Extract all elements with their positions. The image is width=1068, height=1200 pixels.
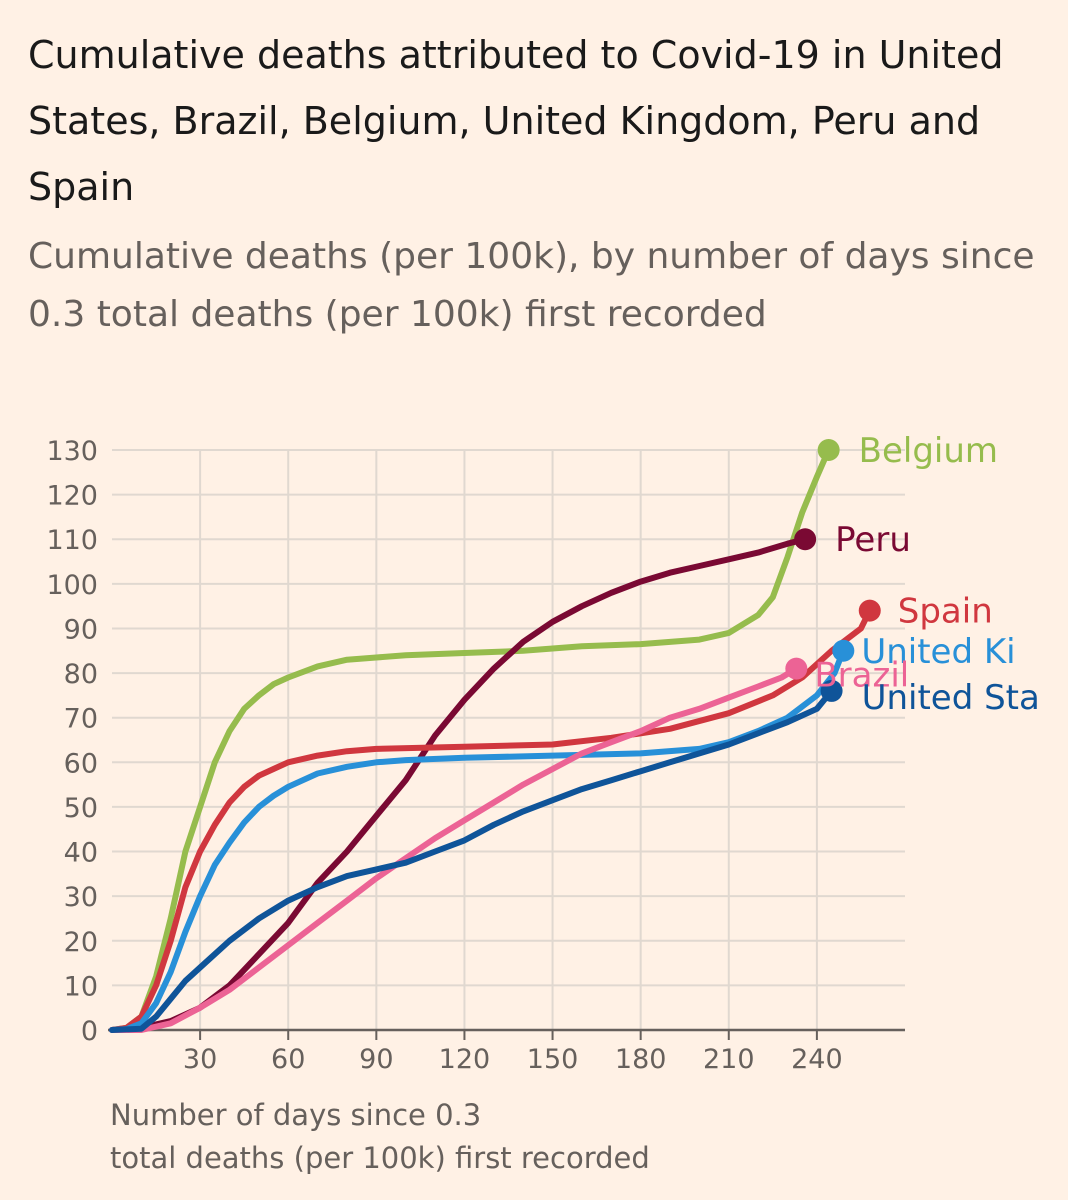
x-axis: 30 60 90 120 150 180 210 240 — [108, 1028, 905, 1075]
series-line-spain — [109, 607, 873, 1033]
series-label-spain: Spain — [898, 592, 993, 632]
y-tick-label: 110 — [46, 525, 98, 556]
series-group — [109, 439, 881, 1033]
series-line-united-kingdom — [109, 647, 847, 1033]
y-tick-label: 10 — [64, 971, 98, 1002]
x-axis-label-line-2: total deaths (per 100k) first recorded — [110, 1141, 650, 1175]
chart-title: Cumulative deaths attributed to Covid-19… — [28, 33, 1004, 209]
y-tick-label: 70 — [64, 704, 98, 735]
series-line-belgium — [109, 447, 832, 1033]
end-dot-belgium — [817, 439, 840, 461]
x-tick-label: 240 — [791, 1044, 843, 1075]
series-line-united-states — [109, 687, 835, 1033]
x-axis-label-line-1: Number of days since 0.3 — [110, 1098, 481, 1132]
x-tick-label: 90 — [359, 1044, 393, 1075]
series-label-united-states: United Sta — [862, 678, 1040, 718]
y-tick-label: 40 — [64, 838, 98, 869]
series-label-peru: Peru — [835, 520, 911, 560]
end-dot-peru — [794, 528, 817, 551]
series-label-belgium: Belgium — [859, 431, 998, 471]
y-tick-label: 130 — [46, 436, 98, 467]
x-tick-label: 120 — [439, 1044, 491, 1075]
end-dot-united-kingdom — [832, 639, 855, 662]
y-tick-label: 30 — [64, 882, 98, 913]
y-tick-label: 90 — [64, 614, 98, 645]
chart-subtitle: Cumulative deaths (per 100k), by number … — [28, 236, 1035, 335]
y-tick-label: 20 — [64, 927, 98, 958]
y-tick-label: 50 — [64, 793, 98, 824]
x-tick-label: 60 — [271, 1044, 305, 1075]
end-dot-spain — [858, 599, 881, 622]
y-tick-label: 80 — [64, 659, 98, 690]
y-tick-label: 120 — [46, 481, 98, 512]
end-dot-united-states — [820, 679, 843, 702]
y-axis: 0 10 20 30 40 50 60 70 80 90 100 110 120 130 — [46, 436, 98, 1047]
series-label-united-kingdom: United Ki — [861, 632, 1015, 672]
grid-lines — [112, 449, 905, 1030]
y-tick-label: 0 — [81, 1016, 98, 1047]
x-tick-label: 210 — [703, 1044, 755, 1075]
y-tick-label: 100 — [46, 570, 98, 601]
x-tick-label: 30 — [183, 1044, 217, 1075]
y-tick-label: 60 — [64, 748, 98, 779]
end-dot-brazil — [785, 657, 808, 680]
x-tick-label: 180 — [615, 1044, 667, 1075]
series-line-peru — [109, 536, 809, 1033]
series-label-brazil: Brazil — [814, 656, 909, 696]
series-line-brazil — [109, 665, 800, 1033]
x-tick-label: 150 — [527, 1044, 579, 1075]
